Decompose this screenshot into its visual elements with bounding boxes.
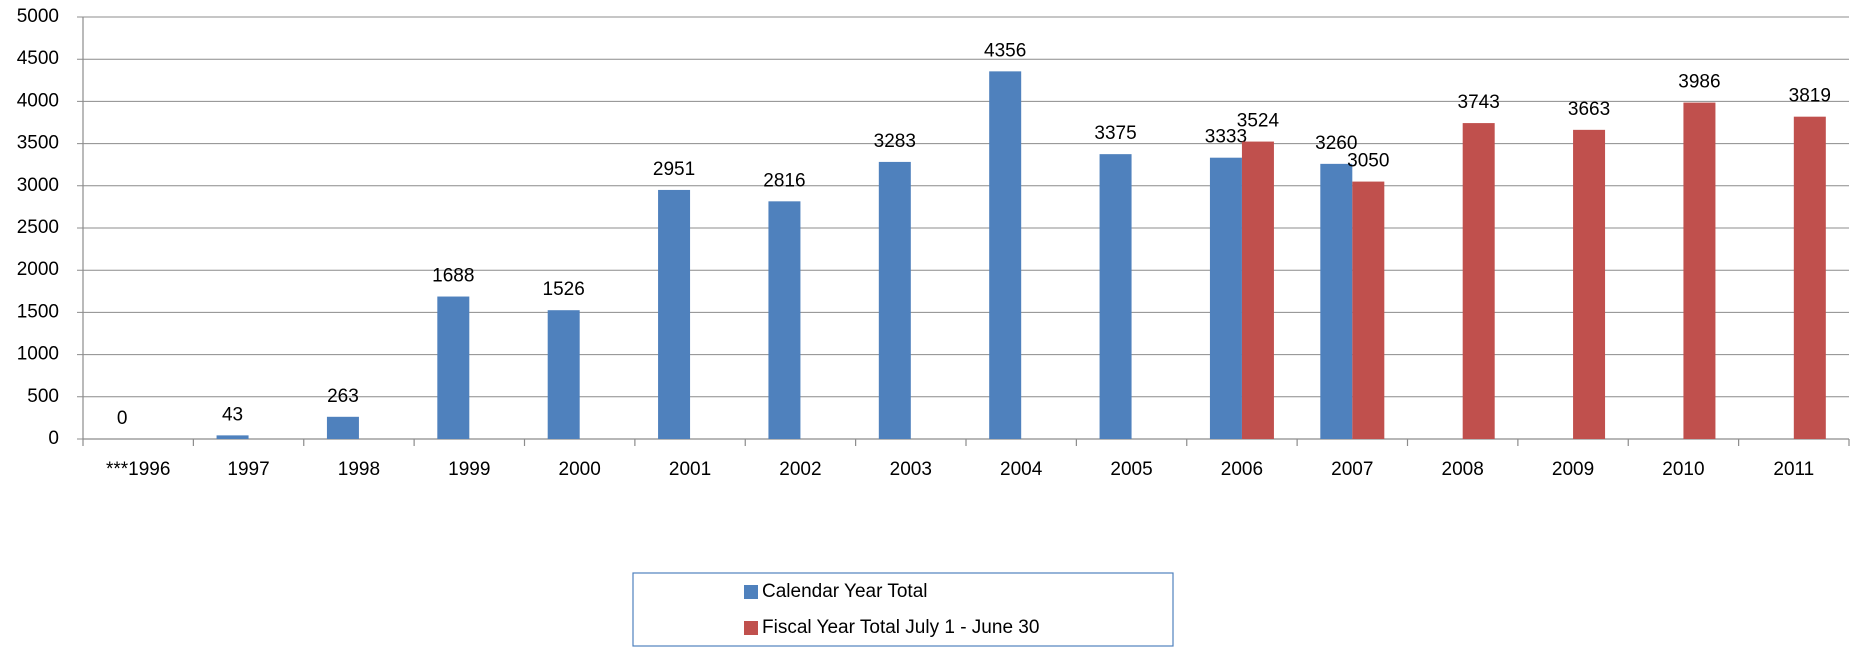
x-tick-label: 2004 — [1000, 459, 1043, 480]
legend-swatch — [744, 585, 758, 599]
bar — [1320, 163, 1353, 439]
value-label: 43 — [222, 404, 243, 425]
value-label: 3986 — [1678, 72, 1720, 93]
bar — [658, 189, 691, 439]
x-tick-label: ***1996 — [106, 459, 170, 480]
bar — [1683, 102, 1716, 439]
x-tick-label: 2003 — [890, 459, 932, 480]
value-label: 3050 — [1347, 151, 1389, 172]
x-tick-label: 2008 — [1442, 459, 1484, 480]
value-label: 1688 — [432, 266, 474, 287]
y-tick-label: 1500 — [17, 301, 59, 322]
y-tick-label: 5000 — [17, 6, 59, 27]
value-label: 0 — [117, 408, 128, 429]
x-tick-label: 2002 — [779, 459, 821, 480]
bar — [437, 296, 470, 439]
legend-label: Fiscal Year Total July 1 - June 30 — [762, 617, 1039, 638]
bar — [1573, 129, 1606, 439]
bar — [1099, 154, 1132, 439]
bar — [768, 201, 801, 439]
x-tick-label: 2009 — [1552, 459, 1594, 480]
legend-swatch — [744, 621, 758, 635]
value-label: 3260 — [1315, 133, 1357, 154]
x-tick-label: 1997 — [227, 459, 269, 480]
x-tick-label: 2007 — [1331, 459, 1373, 480]
x-tick-label: 2000 — [559, 459, 601, 480]
legend-label: Calendar Year Total — [762, 581, 928, 602]
legend-box — [632, 572, 1174, 647]
y-tick-label: 4000 — [17, 90, 59, 111]
y-tick-label: 0 — [48, 428, 59, 449]
y-tick-label: 2500 — [17, 217, 59, 238]
y-tick-label: 500 — [27, 386, 59, 407]
bar — [878, 161, 911, 439]
x-tick-label: 1998 — [338, 459, 380, 480]
bar — [1793, 116, 1826, 440]
x-tick-label: 2011 — [1773, 459, 1814, 480]
value-label: 3819 — [1789, 86, 1831, 107]
bar — [1209, 157, 1242, 439]
y-tick-label: 4500 — [17, 48, 59, 69]
value-label: 1526 — [543, 279, 585, 300]
bar — [216, 435, 249, 439]
value-label: 3333 — [1205, 127, 1247, 148]
x-tick-label: 2010 — [1662, 459, 1704, 480]
bar — [1462, 123, 1495, 440]
value-label: 2816 — [763, 170, 805, 191]
bar — [547, 310, 580, 439]
x-tick-label: 2005 — [1110, 459, 1152, 480]
value-label: 3663 — [1568, 99, 1610, 120]
x-tick-label: 2006 — [1221, 459, 1263, 480]
x-tick-label: 1999 — [448, 459, 490, 480]
x-tick-label: 2001 — [669, 459, 711, 480]
y-tick-label: 1000 — [17, 344, 59, 365]
bar — [1241, 141, 1274, 439]
y-tick-label: 2000 — [17, 259, 59, 280]
value-label: 3524 — [1237, 111, 1280, 132]
value-label: 2951 — [653, 159, 695, 180]
value-label: 3375 — [1094, 123, 1136, 144]
bar — [1352, 181, 1385, 439]
bar — [989, 71, 1022, 439]
bar — [326, 416, 359, 439]
value-label: 4356 — [984, 40, 1026, 61]
value-label: 3283 — [874, 131, 916, 152]
value-label: 3743 — [1458, 92, 1500, 113]
y-tick-label: 3000 — [17, 175, 59, 196]
y-tick-label: 3500 — [17, 133, 59, 154]
value-label: 263 — [327, 386, 359, 407]
